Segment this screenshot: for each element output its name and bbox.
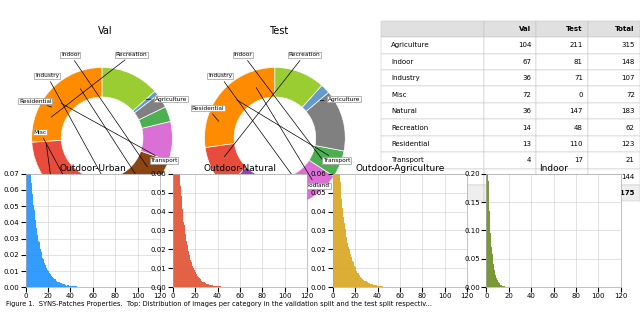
Text: Misc: Misc [33, 130, 65, 179]
Wedge shape [306, 92, 345, 151]
Wedge shape [139, 107, 170, 128]
Title: Val: Val [99, 26, 113, 36]
Wedge shape [107, 151, 169, 208]
Text: Transport: Transport [237, 100, 351, 163]
Wedge shape [132, 91, 157, 113]
Wedge shape [32, 140, 84, 201]
Wedge shape [226, 167, 267, 207]
Wedge shape [261, 160, 334, 208]
Title: Indoor: Indoor [539, 164, 568, 173]
Text: Industry: Industry [208, 73, 300, 185]
Text: Indoor: Indoor [234, 52, 323, 161]
Wedge shape [134, 95, 165, 120]
Text: Residential: Residential [192, 106, 224, 121]
Wedge shape [275, 67, 322, 108]
Text: Industry: Industry [35, 73, 111, 191]
Text: Transport: Transport [61, 103, 178, 163]
Text: Figure 1.  SYNS-Patches Properties.  Top: Distribution of images per category in: Figure 1. SYNS-Patches Properties. Top: … [6, 301, 433, 307]
Text: Indoor: Indoor [61, 52, 147, 167]
Text: Woodland: Woodland [81, 89, 157, 188]
Text: Natural: Natural [40, 143, 62, 184]
Title: Outdoor-Natural: Outdoor-Natural [204, 164, 276, 173]
Text: Natural: Natural [213, 179, 250, 189]
Text: Woodland: Woodland [256, 88, 330, 188]
Text: Residential: Residential [19, 99, 52, 107]
Wedge shape [309, 146, 344, 176]
Wedge shape [302, 86, 328, 112]
Wedge shape [205, 144, 246, 188]
Wedge shape [32, 67, 102, 142]
Text: Recreation: Recreation [51, 52, 147, 117]
Title: Test: Test [269, 26, 288, 36]
Text: Recreation: Recreation [225, 52, 320, 157]
Text: Agriculture: Agriculture [146, 97, 188, 102]
Wedge shape [102, 67, 155, 111]
Wedge shape [205, 67, 275, 148]
Wedge shape [141, 121, 172, 161]
Wedge shape [71, 174, 110, 208]
Title: Outdoor-Agriculture: Outdoor-Agriculture [355, 164, 445, 173]
Title: Outdoor-Urban: Outdoor-Urban [60, 164, 126, 173]
Text: Agriculture: Agriculture [320, 97, 360, 102]
